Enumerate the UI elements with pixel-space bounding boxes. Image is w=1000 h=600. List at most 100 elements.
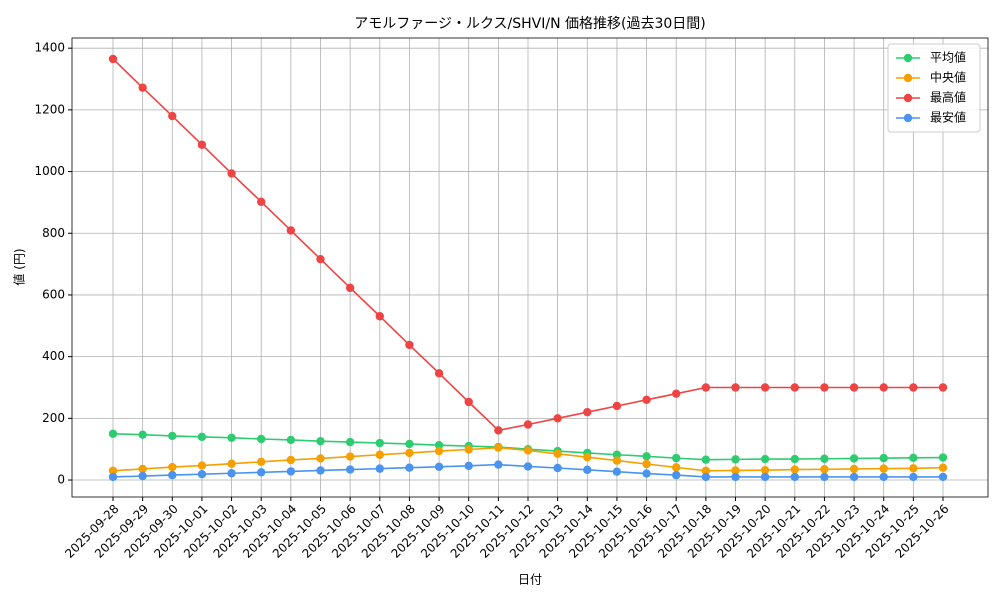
point: [227, 169, 236, 178]
y-tick-label: 600: [42, 287, 65, 301]
point: [345, 437, 355, 447]
legend-label: 中央値: [930, 70, 966, 85]
point: [849, 464, 859, 474]
point: [731, 472, 740, 482]
point: [316, 466, 325, 475]
y-tick-label: 800: [42, 226, 65, 240]
point: [197, 432, 207, 442]
point: [790, 465, 799, 474]
point: [642, 452, 651, 461]
point: [434, 446, 444, 456]
point: [642, 395, 651, 405]
point: [849, 383, 859, 392]
point: [583, 453, 592, 462]
point: [731, 383, 740, 392]
point: [405, 463, 414, 472]
point: [168, 462, 177, 472]
point: [108, 54, 118, 64]
point: [909, 383, 918, 392]
point: [612, 401, 622, 411]
point: [701, 383, 711, 392]
point: [108, 472, 118, 482]
point: [760, 472, 770, 482]
point: [612, 450, 622, 459]
point: [879, 464, 888, 473]
point: [583, 407, 592, 417]
legend-box: [887, 43, 981, 133]
point: [227, 459, 236, 468]
point: [257, 197, 266, 206]
point: [405, 340, 414, 350]
point: [227, 469, 236, 478]
point: [257, 457, 266, 467]
point: [849, 472, 859, 482]
point: [820, 472, 829, 482]
point: [879, 383, 888, 392]
point: [108, 429, 118, 438]
point: [434, 440, 444, 450]
point: [909, 453, 918, 463]
point: [820, 383, 829, 392]
point: [197, 461, 207, 470]
y-tick-label: 1000: [34, 164, 65, 178]
point: [642, 469, 651, 478]
point: [760, 465, 770, 475]
point: [286, 455, 296, 465]
point: [701, 455, 711, 464]
y-tick-label: 1400: [34, 41, 65, 55]
point: [701, 472, 711, 482]
point: [138, 83, 147, 92]
point: [286, 467, 296, 476]
point: [316, 254, 325, 264]
point: [938, 453, 948, 462]
point: [938, 472, 948, 482]
legend-label: 平均値: [930, 50, 966, 65]
point: [464, 461, 473, 471]
point: [138, 464, 147, 474]
point: [612, 456, 622, 465]
point: [553, 449, 562, 459]
point: [523, 420, 533, 429]
point: [909, 464, 918, 473]
point: [909, 472, 918, 482]
y-tick-label: 400: [42, 349, 65, 363]
point: [553, 414, 562, 423]
point: [464, 445, 473, 454]
y-tick-label: 1200: [34, 102, 65, 116]
legend-marker: [903, 73, 913, 83]
point: [345, 465, 355, 474]
legend-marker: [903, 93, 913, 103]
point: [523, 462, 533, 471]
point: [494, 460, 503, 469]
y-tick-label: 200: [42, 411, 65, 425]
point: [227, 433, 236, 442]
x-axis-label: 日付: [518, 573, 542, 587]
point: [612, 467, 622, 476]
point: [108, 466, 118, 475]
point: [405, 439, 414, 449]
point: [820, 465, 829, 474]
point: [375, 450, 384, 459]
point: [286, 226, 296, 235]
point: [672, 453, 681, 463]
point: [760, 383, 770, 392]
point: [375, 438, 384, 448]
point: [879, 453, 888, 463]
chart-title: アモルファージ・ルクス/SHVI/N 価格推移(過去30日間): [354, 16, 706, 32]
point: [879, 472, 888, 482]
point: [168, 431, 177, 441]
point: [672, 389, 681, 398]
legend-label: 最高値: [930, 90, 966, 105]
y-axis-label: 値 (円): [12, 248, 27, 285]
point: [731, 455, 740, 464]
point: [790, 454, 799, 464]
point: [731, 466, 740, 475]
point: [464, 397, 473, 407]
point: [316, 454, 325, 463]
point: [197, 140, 207, 149]
point: [434, 369, 444, 378]
point: [345, 452, 355, 461]
point: [672, 470, 681, 480]
legend-label: 最安値: [930, 110, 966, 125]
